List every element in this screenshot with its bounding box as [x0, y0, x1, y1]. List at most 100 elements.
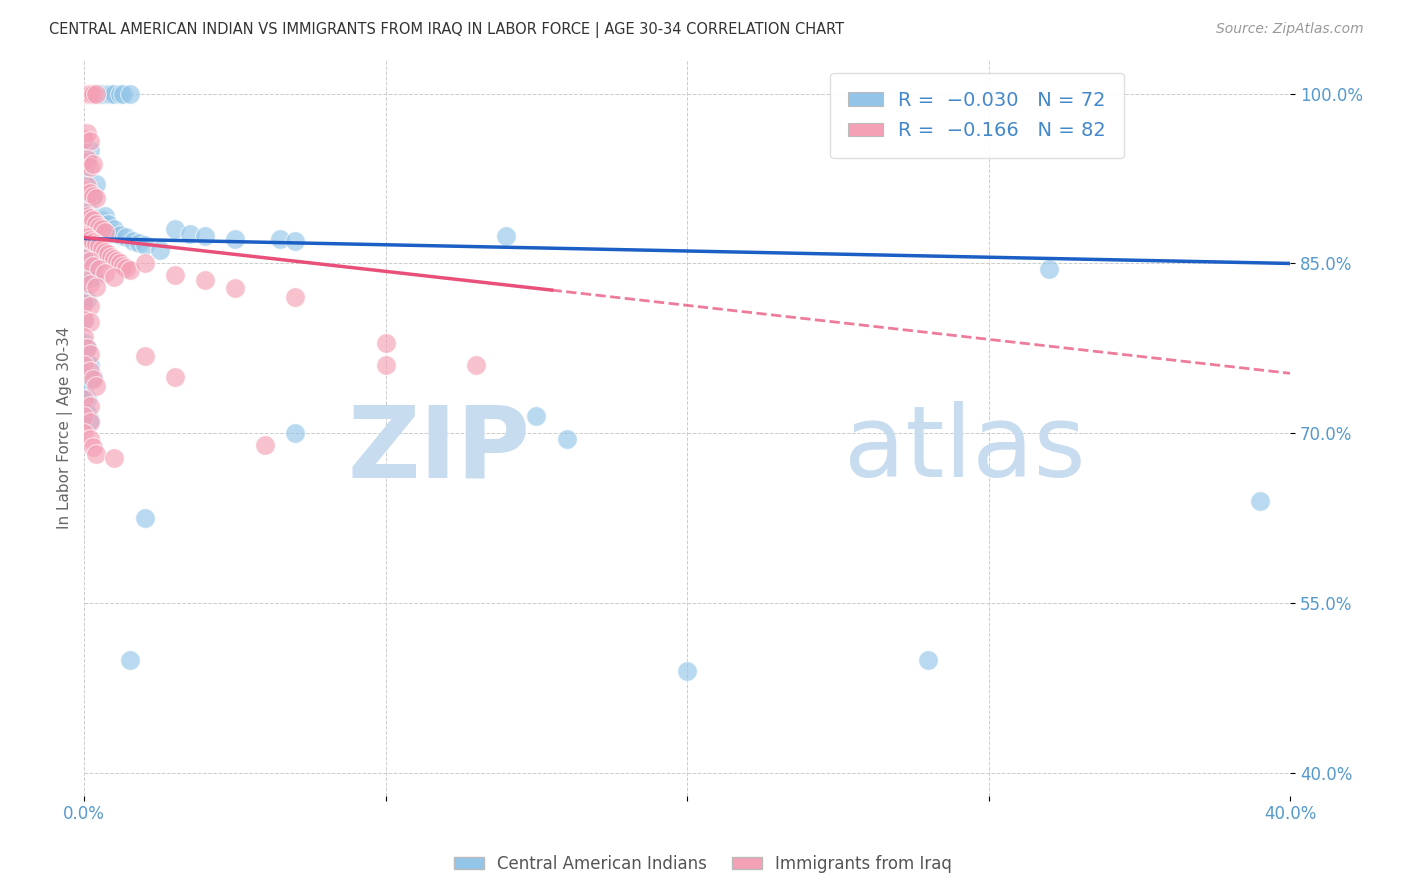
Point: [73, 262, 96, 277]
Point: [149, 243, 172, 257]
Point: [82, 235, 104, 249]
Point: [73, 359, 96, 373]
Point: [79, 87, 101, 101]
Point: [79, 254, 101, 268]
Point: [79, 277, 101, 291]
Point: [79, 143, 101, 157]
Point: [194, 273, 217, 287]
Point: [91, 242, 114, 256]
Point: [112, 259, 135, 273]
Point: [76, 87, 98, 101]
Point: [79, 211, 101, 226]
Point: [121, 234, 143, 248]
Point: [82, 259, 104, 273]
Point: [73, 273, 96, 287]
Point: [82, 440, 104, 454]
Point: [134, 238, 156, 252]
Point: [73, 166, 96, 180]
Point: [76, 153, 98, 167]
Point: [94, 245, 117, 260]
Point: [73, 87, 96, 101]
Point: [179, 227, 201, 241]
Point: [115, 260, 138, 275]
Point: [73, 330, 96, 344]
Point: [91, 222, 114, 236]
Point: [73, 87, 96, 101]
Point: [76, 342, 98, 356]
Point: [100, 87, 122, 101]
Point: [82, 188, 104, 202]
Point: [73, 87, 96, 101]
Point: [82, 87, 104, 101]
Point: [79, 399, 101, 413]
Point: [73, 403, 96, 417]
Point: [73, 87, 96, 101]
Legend: Central American Indians, Immigrants from Iraq: Central American Indians, Immigrants fro…: [447, 848, 959, 880]
Point: [73, 154, 96, 169]
Point: [115, 230, 138, 244]
Point: [73, 132, 96, 146]
Point: [91, 213, 114, 227]
Point: [79, 160, 101, 174]
Point: [76, 87, 98, 101]
Point: [82, 270, 104, 285]
Point: [73, 87, 96, 101]
Point: [134, 349, 156, 363]
Point: [254, 438, 277, 452]
Point: [79, 364, 101, 378]
Point: [86, 87, 108, 101]
Point: [73, 87, 96, 101]
Point: [79, 359, 101, 373]
Point: [76, 209, 98, 223]
Point: [76, 342, 98, 356]
Point: [79, 87, 101, 101]
Point: [73, 183, 96, 197]
Point: [79, 205, 101, 219]
Point: [76, 179, 98, 194]
Point: [79, 186, 101, 201]
Point: [73, 87, 96, 101]
Point: [79, 268, 101, 282]
Point: [89, 87, 111, 101]
Point: [86, 217, 108, 231]
Point: [73, 87, 96, 101]
Point: [103, 222, 125, 236]
Point: [112, 87, 135, 101]
Point: [269, 231, 291, 245]
Point: [163, 222, 186, 236]
Point: [82, 372, 104, 386]
Point: [82, 211, 104, 226]
Point: [128, 236, 150, 251]
Point: [526, 409, 548, 424]
Point: [76, 126, 98, 140]
Point: [79, 87, 101, 101]
Point: [73, 87, 96, 101]
Point: [97, 217, 120, 231]
Point: [73, 251, 96, 265]
Point: [73, 290, 96, 304]
Text: Source: ZipAtlas.com: Source: ZipAtlas.com: [1216, 22, 1364, 37]
Point: [73, 87, 96, 101]
Point: [118, 653, 141, 667]
Point: [73, 87, 96, 101]
Point: [76, 392, 98, 407]
Point: [86, 177, 108, 191]
Text: ZIP: ZIP: [347, 401, 530, 499]
Point: [82, 87, 104, 101]
Point: [917, 653, 939, 667]
Point: [100, 226, 122, 240]
Point: [163, 268, 186, 282]
Point: [73, 87, 96, 101]
Point: [224, 281, 246, 295]
Point: [73, 87, 96, 101]
Point: [73, 335, 96, 350]
Point: [82, 369, 104, 384]
Point: [103, 252, 125, 266]
Point: [103, 87, 125, 101]
Point: [86, 378, 108, 392]
Point: [73, 205, 96, 219]
Point: [110, 228, 132, 243]
Point: [103, 270, 125, 285]
Point: [86, 280, 108, 294]
Point: [73, 296, 96, 310]
